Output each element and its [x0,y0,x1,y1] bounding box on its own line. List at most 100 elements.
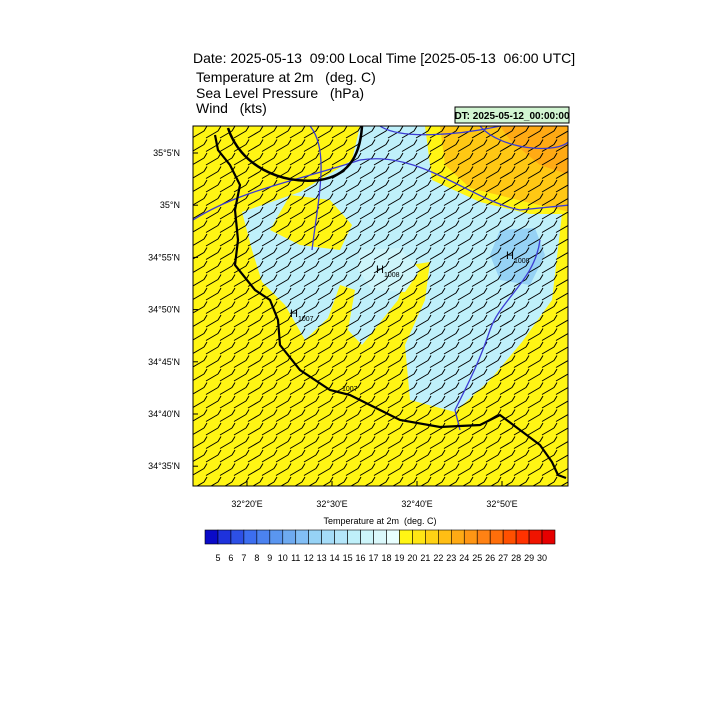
wind-barb [261,152,278,166]
wind-barb [429,166,446,179]
wind-barb [289,287,306,301]
wind-barb [443,328,460,341]
wind-barb [415,206,432,220]
wind-barb [499,395,516,409]
wind-barb [555,224,568,233]
wind-barb [527,355,544,368]
wind-barb [429,139,446,152]
colorbar-swatch [347,529,361,545]
wind-barb [415,409,432,422]
wind-barb [275,436,292,449]
wind-barb [345,422,362,436]
wind-barb [555,170,568,179]
wind-barb [527,449,544,463]
wind-barb [471,166,488,179]
wind-barb [317,287,334,301]
axis-labels: 35°5'N 35°N 34°55'N 34°50'N 34°45'N 34°40'N 34… [148,148,518,509]
wind-barb [233,368,250,382]
wind-barb [527,287,544,301]
wind-barb [247,193,264,206]
wind-barb [387,463,404,476]
wind-barb [429,287,446,301]
wind-barb [527,382,544,395]
wind-barb [485,287,502,301]
wind-barb [233,382,250,395]
wind-barb [471,382,488,395]
wind-barb [345,314,362,328]
wind-barb [247,247,264,260]
colorbar-swatch [230,529,245,545]
wind-barb [527,463,544,476]
wind-barb [443,247,460,260]
wind-barb [457,139,474,152]
wind-barb [331,409,348,422]
wind-barb [317,247,334,260]
wind-barb [499,463,516,476]
wind-barb [527,220,544,233]
wind-barb [401,328,418,341]
wind-barb [555,400,568,409]
wind-barb [401,436,418,449]
subtitle: Temperature at 2m (deg. C) [196,69,376,85]
wind-barb [317,260,334,274]
wind-barb [513,409,530,422]
wind-barb [219,382,236,395]
wind-barb [359,233,376,247]
wind-barb [261,355,278,368]
wind-barb [193,314,208,327]
wind-barb [415,449,432,463]
wind-barb [373,220,390,233]
wind-barb [499,220,516,233]
colorbar-swatch [204,529,219,545]
wind-barb [303,449,320,463]
wind-barb [261,409,278,422]
wind-barb [205,422,222,436]
wind-barb [443,355,460,368]
colorbar-label: 13 [317,553,327,563]
wind-barb [247,436,264,449]
wind-barb [261,220,278,233]
wind-barb [555,211,568,220]
colorbar-swatch [243,529,258,545]
wind-barb [527,260,544,274]
colorbar-swatch [373,529,387,545]
wind-barb [247,409,264,422]
wind-barb [457,409,474,422]
wind-barb [485,220,502,233]
wind-barb [331,328,348,341]
wind-barb [443,301,460,314]
wind-barb [429,179,446,193]
wind-barb [415,436,432,449]
wind-barb [471,287,488,301]
wind-barb [387,328,404,341]
wind-barb [555,386,568,395]
wind-barb [247,179,264,193]
colorbar-label: 25 [472,553,482,563]
wind-barb [345,206,362,220]
wind-barb [331,274,348,287]
wind-barb [317,368,334,382]
wind-barb [317,314,334,328]
wind-barb [401,233,418,247]
wind-barb [485,422,502,436]
wind-barb [527,328,544,341]
wind-barb [359,206,376,220]
wind-barb [233,341,250,355]
wind-barb [345,382,362,395]
wind-barb [247,422,264,436]
wind-barb [401,166,418,179]
lon-label: 32°20'E [231,499,262,509]
wind-barb [373,355,390,368]
wind-barb [401,395,418,409]
wind-barb [331,139,348,152]
wind-barb [415,463,432,476]
wind-barb [359,436,376,449]
wind-barb [429,152,446,166]
wind-barb [205,368,222,382]
wind-barb [429,368,446,382]
wind-barb [247,301,264,314]
wind-barb [275,274,292,287]
wind-barb [289,395,306,409]
wind-barb [331,341,348,355]
wind-barb [457,206,474,220]
